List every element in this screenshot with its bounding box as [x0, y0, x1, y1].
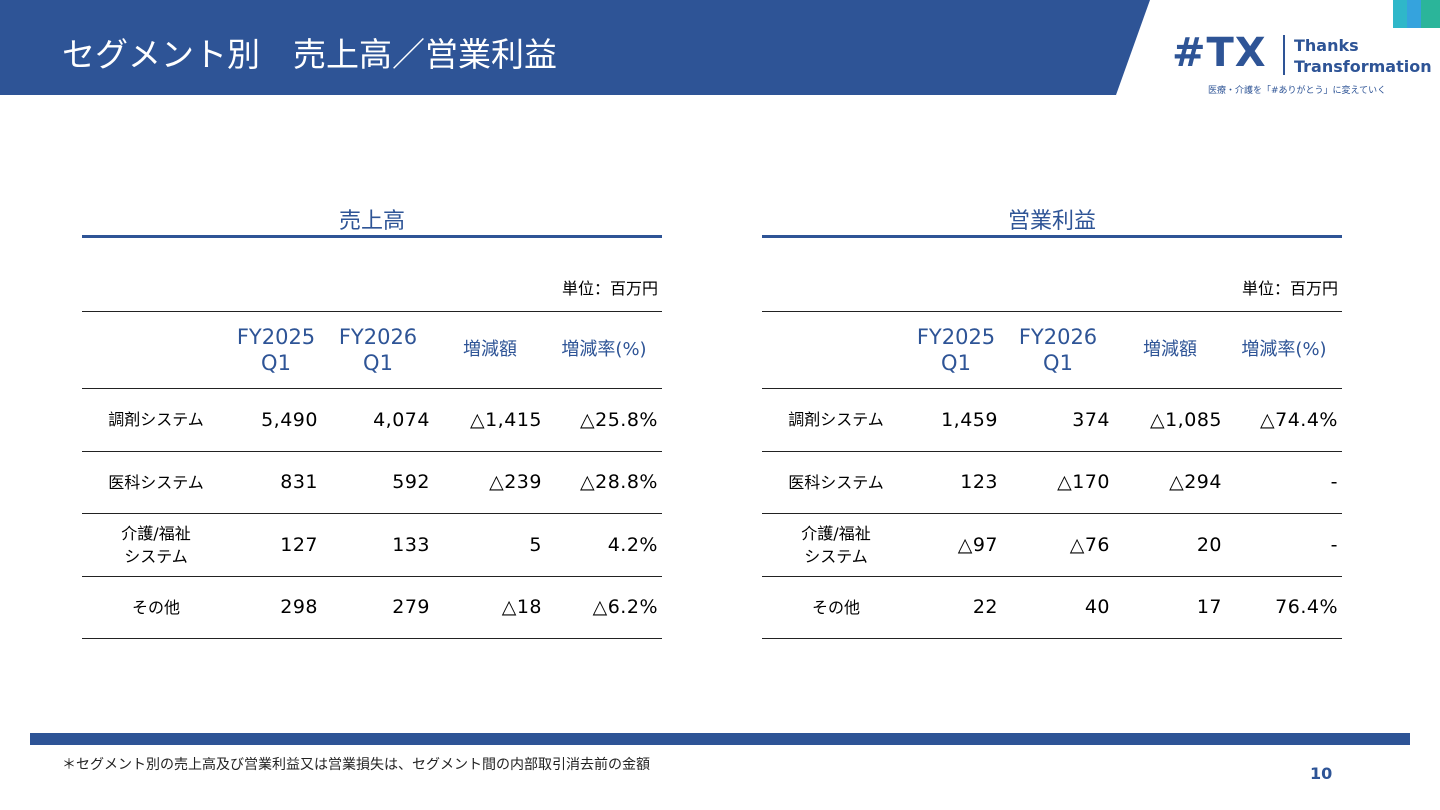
- section-rule: [82, 235, 662, 238]
- value-cell: △28.8%: [580, 471, 658, 494]
- column-header: FY2026 Q1: [338, 325, 418, 375]
- table-row: 医科システム 831 592 △239 △28.8%: [82, 452, 662, 514]
- value-cell: △25.8%: [580, 408, 658, 431]
- value-cell: △18: [501, 596, 542, 619]
- section-title: 営業利益: [1007, 209, 1096, 234]
- row-label: 調剤システム: [108, 410, 204, 430]
- logo-separator: [1283, 35, 1285, 75]
- row-label: その他: [131, 597, 180, 617]
- row-label: 介護/福祉 システム: [121, 523, 191, 566]
- value-cell: △97: [957, 533, 998, 556]
- value-cell: 298: [280, 596, 318, 619]
- footnote: ＊セグメント別の売上高及び営業利益又は営業損失は、セグメント間の内部取引消去前の…: [62, 757, 650, 773]
- value-cell: -: [1330, 533, 1338, 556]
- column-header: 増減率(%): [1241, 339, 1327, 360]
- table-row: 医科システム 123 △170 △294 -: [762, 452, 1342, 514]
- header-row: FY2025 Q1 FY2026 Q1 増減額 増減率(%): [762, 312, 1342, 389]
- column-header: FY2025 Q1: [236, 325, 316, 375]
- value-cell: 5: [529, 533, 542, 556]
- row-label: 介護/福祉 システム: [801, 523, 871, 566]
- section-rule: [762, 235, 1342, 238]
- value-cell: △170: [1057, 471, 1110, 494]
- value-cell: 17: [1196, 596, 1222, 619]
- column-header: 増減率(%): [561, 339, 647, 360]
- value-cell: 20: [1196, 533, 1222, 556]
- table-row: その他 298 279 △18 △6.2%: [82, 577, 662, 639]
- accent: [1421, 0, 1440, 28]
- logo-tagline: 医療・介護を「#ありがとう」に変えていく: [1208, 86, 1387, 96]
- value-cell: -: [1330, 471, 1338, 494]
- unit-label: 単位：百万円: [561, 279, 658, 298]
- unit-label: 単位：百万円: [1241, 279, 1338, 298]
- table-row: 介護/福祉 システム 127 133 5 4.2%: [82, 514, 662, 577]
- logo-name: Transformation: [1294, 57, 1432, 76]
- header-row: FY2025 Q1 FY2026 Q1 増減額 増減率(%): [82, 312, 662, 389]
- accent: [1393, 0, 1407, 28]
- table: FY2025 Q1 FY2026 Q1 増減額 増減率(%) 調剤システム 1,459 37…: [762, 311, 1342, 639]
- value-cell: △74.4%: [1260, 408, 1338, 431]
- table-row: 調剤システム 1,459 374 △1,085 △74.4%: [762, 389, 1342, 452]
- column-header: 増減額: [1143, 339, 1197, 360]
- table: FY2025 Q1 FY2026 Q1 増減額 増減率(%) 調剤システム 5,490 4,…: [82, 311, 662, 639]
- row-label: 医科システム: [788, 472, 884, 492]
- column-header: FY2025 Q1: [916, 325, 996, 375]
- value-cell: 5,490: [261, 408, 318, 431]
- value-cell: △239: [489, 471, 542, 494]
- header-bar: [0, 0, 1150, 95]
- value-cell: 40: [1084, 596, 1110, 619]
- value-cell: 127: [280, 533, 318, 556]
- value-cell: △6.2%: [592, 596, 658, 619]
- value-cell: 831: [280, 471, 318, 494]
- accent: [1407, 0, 1421, 28]
- value-cell: △1,415: [469, 408, 542, 431]
- value-cell: 1,459: [941, 408, 998, 431]
- value-cell: 592: [392, 471, 430, 494]
- value-cell: 4.2%: [607, 533, 658, 556]
- row-label: 調剤システム: [788, 410, 884, 430]
- value-cell: △294: [1169, 471, 1222, 494]
- value-cell: △1,085: [1149, 408, 1222, 431]
- table-row: 介護/福祉 システム △97 △76 20 -: [762, 514, 1342, 577]
- value-cell: 4,074: [373, 408, 430, 431]
- footer-bar: [30, 733, 1410, 745]
- table-row: 調剤システム 5,490 4,074 △1,415 △25.8%: [82, 389, 662, 452]
- column-header: FY2026 Q1: [1018, 325, 1098, 375]
- value-cell: 22: [972, 596, 998, 619]
- value-cell: △76: [1069, 533, 1110, 556]
- value-cell: 133: [392, 533, 430, 556]
- table-row: その他 22 40 17 76.4%: [762, 577, 1342, 639]
- logo-name: Thanks: [1294, 36, 1359, 55]
- section-title: 売上高: [338, 209, 405, 234]
- value-cell: 76.4%: [1275, 596, 1338, 619]
- value-cell: 374: [1072, 408, 1110, 431]
- logo-mark: #TX: [1172, 30, 1267, 76]
- value-cell: 123: [960, 471, 998, 494]
- row-label: その他: [811, 597, 860, 617]
- page-number: 10: [1310, 764, 1333, 783]
- row-label: 医科システム: [108, 472, 204, 492]
- value-cell: 279: [392, 596, 430, 619]
- slide-title: セグメント別 売上高／営業利益: [62, 35, 557, 74]
- column-header: 増減額: [463, 339, 517, 360]
